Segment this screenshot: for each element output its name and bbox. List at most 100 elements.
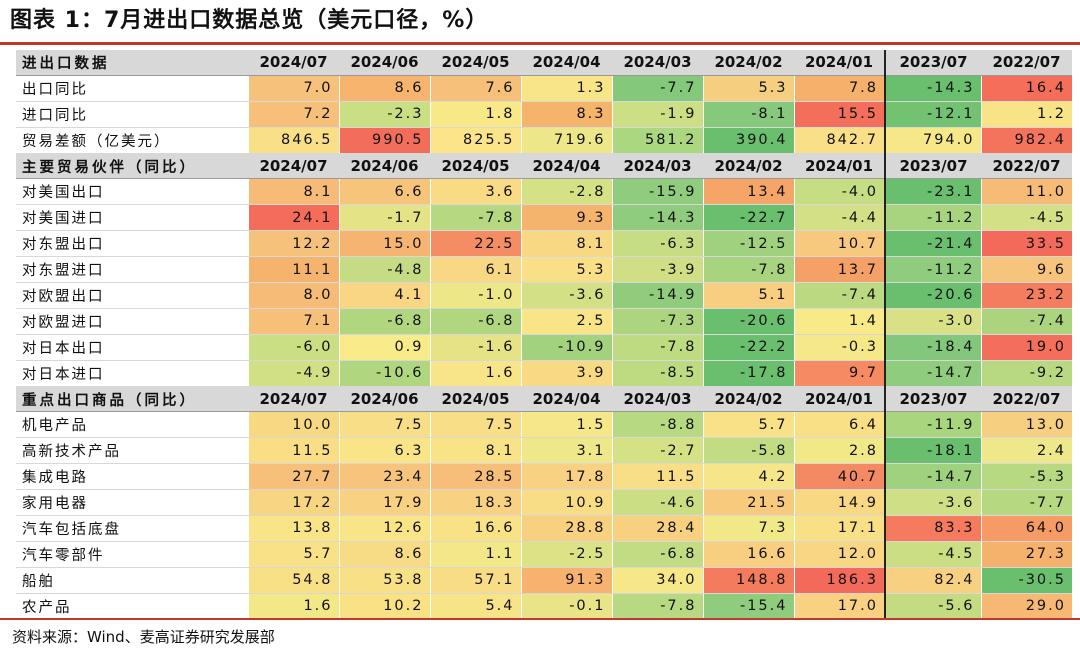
value-cell: -6.3: [611, 230, 703, 258]
value-cell: 10.9: [520, 489, 612, 517]
value-cell: 825.5: [429, 127, 521, 154]
value-cell: -6.0: [247, 334, 339, 361]
table-row: 高新技术产品 11.5 6.3 8.1 3.1 -2.7 -5.8 2.8 -18.1 2.4: [16, 437, 1072, 465]
value-cell: 9.7: [793, 360, 885, 387]
value-cell: -18.4: [884, 334, 981, 361]
value-cell: 5.4: [429, 593, 521, 620]
row-label: 出口同比: [16, 75, 248, 102]
value-cell: 148.8: [702, 567, 794, 594]
column-header: 2024/04: [521, 50, 612, 76]
column-header: 2024/05: [430, 386, 521, 413]
value-cell: 27.3: [980, 541, 1072, 568]
column-header: 2024/06: [339, 153, 430, 180]
value-cell: -0.1: [520, 593, 612, 620]
row-label: 贸易差额（亿美元）: [16, 127, 248, 154]
value-cell: 17.9: [338, 489, 430, 517]
value-cell: 8.1: [520, 230, 612, 258]
value-cell: 5.7: [702, 411, 794, 439]
value-cell: -12.1: [884, 101, 981, 128]
value-cell: 10.2: [338, 593, 430, 620]
table-row: 农产品 1.6 10.2 5.4 -0.1 -7.8 -15.4 17.0 -5.6 29.0: [16, 593, 1072, 620]
value-cell: 15.5: [793, 101, 885, 128]
value-cell: -7.4: [980, 308, 1072, 335]
row-label: 对日本出口: [16, 334, 248, 361]
value-cell: 28.8: [520, 515, 612, 542]
row-label: 进口同比: [16, 101, 248, 128]
section-header-row: 进出口数据 2024/07 2024/06 2024/05 2024/04 2024/03…: [16, 50, 1072, 76]
column-header: 2024/04: [521, 153, 612, 180]
value-cell: -2.7: [611, 437, 703, 465]
value-cell: 17.1: [793, 515, 885, 542]
value-cell: 12.6: [338, 515, 430, 542]
value-cell: 7.8: [793, 75, 885, 102]
value-cell: 13.4: [702, 178, 794, 206]
column-header: 2024/07: [248, 153, 339, 180]
row-label: 机电产品: [16, 411, 248, 439]
row-label: 对欧盟进口: [16, 308, 248, 335]
row-label: 对东盟出口: [16, 230, 248, 258]
value-cell: -21.4: [884, 230, 981, 258]
column-header: 2024/06: [339, 386, 430, 413]
column-header: 2024/02: [703, 153, 794, 180]
table-row: 汽车零部件 5.7 8.6 1.1 -2.5 -6.8 16.6 12.0 -4.5 27.3: [16, 541, 1072, 568]
value-cell: -14.3: [611, 204, 703, 232]
column-header: 2024/02: [703, 50, 794, 76]
value-cell: 17.0: [793, 593, 885, 620]
section-header-row: 主要贸易伙伴（同比） 2024/07 2024/06 2024/05 2024/04 20…: [16, 153, 1072, 180]
table-row: 对欧盟进口 7.1 -6.8 -6.8 2.5 -7.3 -20.6 1.4 -3.0 -7.4: [16, 308, 1072, 335]
table-row: 对欧盟出口 8.0 4.1 -1.0 -3.6 -14.9 5.1 -7.4 -20.6 23.2: [16, 282, 1072, 309]
value-cell: 5.7: [247, 541, 339, 568]
value-cell: -11.2: [884, 256, 981, 284]
column-header: 2022/07: [981, 386, 1072, 413]
row-label: 汽车零部件: [16, 541, 248, 568]
value-cell: 7.3: [702, 515, 794, 542]
value-cell: 13.0: [980, 411, 1072, 439]
value-cell: -7.4: [793, 282, 885, 309]
value-cell: 29.0: [980, 593, 1072, 620]
value-cell: 5.3: [702, 75, 794, 102]
column-header: 2023/07: [884, 386, 981, 413]
column-header: 2022/07: [981, 153, 1072, 180]
value-cell: 7.1: [247, 308, 339, 335]
row-label: 集成电路: [16, 463, 248, 491]
value-cell: 17.8: [520, 463, 612, 491]
value-cell: 57.1: [429, 567, 521, 594]
value-cell: 7.5: [338, 411, 430, 439]
value-cell: 5.3: [520, 256, 612, 284]
value-cell: 8.6: [338, 75, 430, 102]
value-cell: 7.6: [429, 75, 521, 102]
value-cell: 3.1: [520, 437, 612, 465]
value-cell: 1.5: [520, 411, 612, 439]
value-cell: -2.3: [338, 101, 430, 128]
value-cell: 1.6: [429, 360, 521, 387]
value-cell: 28.4: [611, 515, 703, 542]
value-cell: 1.1: [429, 541, 521, 568]
row-label: 对美国进口: [16, 204, 248, 232]
value-cell: -4.9: [247, 360, 339, 387]
value-cell: -14.3: [884, 75, 981, 102]
value-cell: -12.5: [702, 230, 794, 258]
value-cell: 23.2: [980, 282, 1072, 309]
value-cell: -2.8: [520, 178, 612, 206]
value-cell: 16.4: [980, 75, 1072, 102]
value-cell: 15.0: [338, 230, 430, 258]
value-cell: 3.6: [429, 178, 521, 206]
value-cell: 54.8: [247, 567, 339, 594]
value-cell: 6.4: [793, 411, 885, 439]
value-cell: -3.9: [611, 256, 703, 284]
value-cell: 23.4: [338, 463, 430, 491]
value-cell: 3.9: [520, 360, 612, 387]
value-cell: 24.1: [247, 204, 339, 232]
value-cell: -6.8: [338, 308, 430, 335]
source-note: 资料来源：Wind、麦高证券研究发展部: [12, 628, 275, 646]
value-cell: 91.3: [520, 567, 612, 594]
column-header: 2024/03: [612, 386, 703, 413]
value-cell: -2.5: [520, 541, 612, 568]
column-header: 2024/03: [612, 153, 703, 180]
top-rule: [0, 42, 1080, 45]
column-header: 2024/01: [794, 386, 885, 413]
value-cell: -11.2: [884, 204, 981, 232]
value-cell: -20.6: [884, 282, 981, 309]
value-cell: 6.6: [338, 178, 430, 206]
value-cell: 9.3: [520, 204, 612, 232]
